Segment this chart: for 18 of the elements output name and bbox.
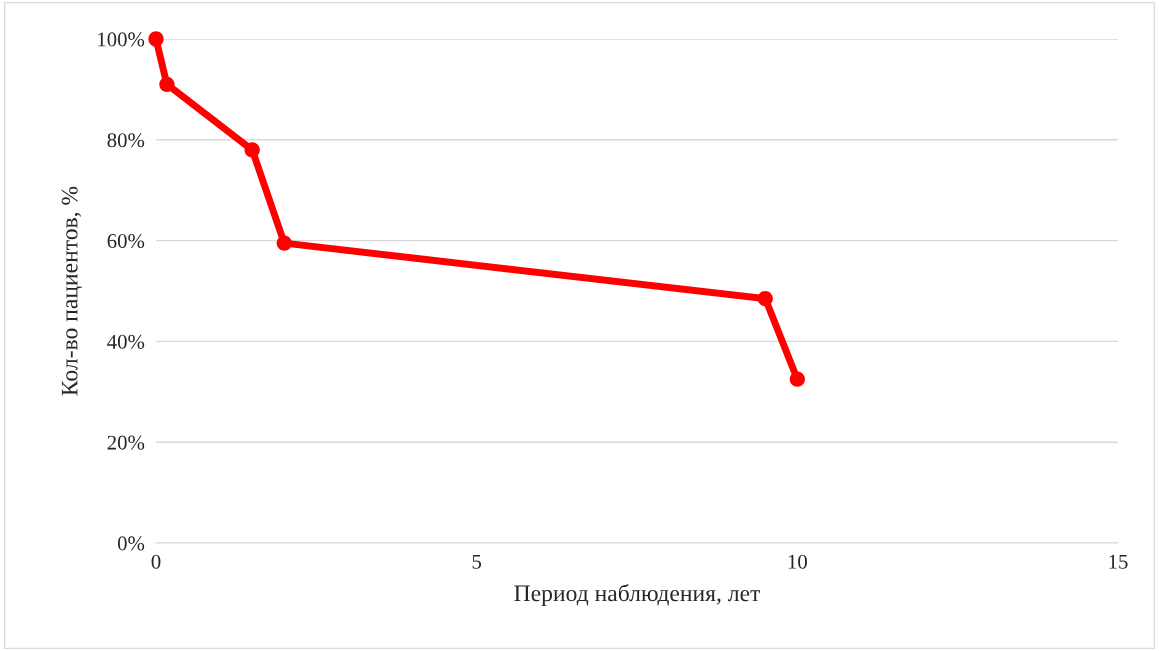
point [789,371,805,387]
y-tick-label: 0% [117,536,145,551]
y-tick-label: 100% [98,32,145,47]
x-tick-label: 5 [472,554,482,569]
y-tick-label: 80% [107,133,145,148]
y-axis-title: Кол-во пациентов, % [61,186,82,396]
x-axis-title: Период наблюдения, лет [514,584,761,607]
y-tick-label: 20% [107,435,145,450]
y-tick-label: 40% [107,334,145,349]
point [757,290,773,307]
point [276,235,292,251]
x-tick-label: 0 [151,554,161,569]
point [159,76,175,92]
point [244,142,260,158]
y-tick-label: 60% [107,233,145,249]
point [148,31,164,47]
x-tick-label: 10 [788,554,807,569]
x-tick-label: 15 [1109,554,1128,569]
